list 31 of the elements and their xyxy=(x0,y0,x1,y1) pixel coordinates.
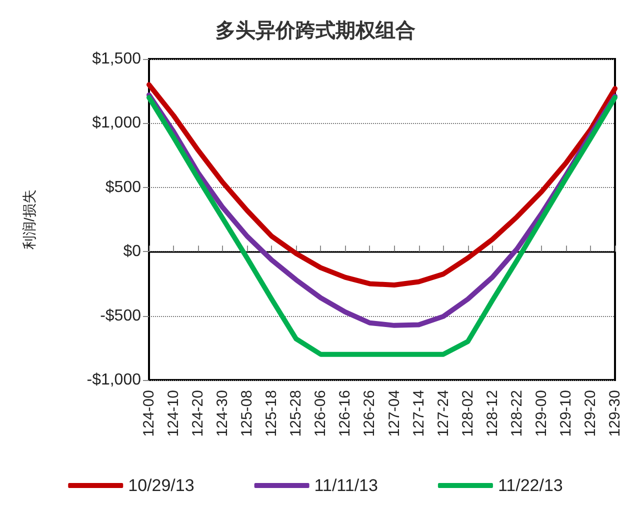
x-tick-label: 125-08 xyxy=(238,390,256,437)
x-tick-label: 129-30 xyxy=(606,390,623,437)
y-tick-label: $1,500 xyxy=(92,50,142,68)
x-tick-label: 128-12 xyxy=(484,390,501,437)
x-tick-label: 127-04 xyxy=(386,390,403,437)
legend-label: 11/11/13 xyxy=(314,476,378,495)
x-tick-label: 126-06 xyxy=(312,390,330,437)
x-tick-label: 126-16 xyxy=(336,390,354,437)
x-tick-label: 124-20 xyxy=(190,390,207,437)
x-tick-label: 129-10 xyxy=(557,390,574,437)
x-tick-label: 124-10 xyxy=(165,390,182,437)
y-tick-label: -$500 xyxy=(100,307,142,324)
legend-label: 11/22/13 xyxy=(498,476,563,495)
x-tick-label: 124-30 xyxy=(214,390,232,437)
x-tick-label: 129-00 xyxy=(532,390,550,437)
chart-title: 多头异价跨式期权组合 xyxy=(216,20,416,42)
y-tick-label: $1,000 xyxy=(92,114,142,132)
x-tick-label: 129-20 xyxy=(582,390,599,437)
x-tick-label: 125-18 xyxy=(263,390,280,437)
y-tick-label: -$1,000 xyxy=(86,372,142,388)
y-tick-label: $0 xyxy=(123,243,142,260)
x-tick-label: 126-26 xyxy=(361,390,378,437)
x-tick-label: 124-00 xyxy=(140,390,158,437)
legend-label: 10/29/13 xyxy=(128,476,194,495)
x-tick-label: 127-24 xyxy=(434,390,452,437)
x-tick-label: 127-14 xyxy=(410,390,428,437)
x-tick-label: 128-02 xyxy=(459,390,476,437)
y-axis-title: 利润/损失 xyxy=(21,190,37,250)
x-tick-label: 128-22 xyxy=(508,390,526,437)
x-tick-label: 125-28 xyxy=(288,390,305,437)
y-tick-label: $500 xyxy=(105,178,142,196)
